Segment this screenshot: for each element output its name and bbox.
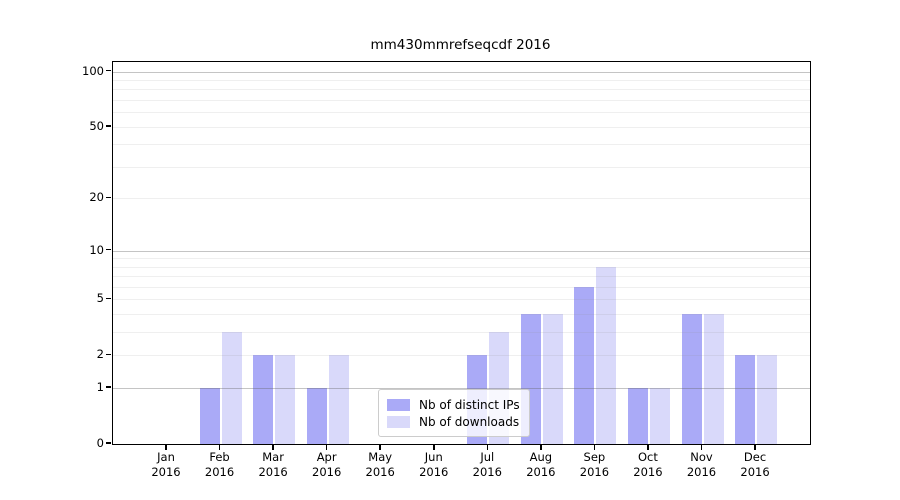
bar-downloads (275, 355, 296, 444)
x-tick-label-month: Aug (529, 450, 553, 464)
x-tick-mark (593, 444, 596, 450)
x-tick-label-year: 2016 (526, 464, 556, 479)
x-tick-label: Mar 2016 (243, 450, 303, 479)
bar-distinct-ips (306, 388, 327, 444)
y-tick-label: 20 (89, 190, 104, 205)
x-tick-label-month: Nov (690, 450, 713, 464)
x-tick-label: Apr 2016 (297, 450, 357, 479)
x-tick-label-year: 2016 (419, 464, 449, 479)
y-tick-mark (105, 196, 111, 199)
x-tick-mark (700, 444, 703, 450)
x-tick-mark (325, 444, 328, 450)
x-tick-mark (379, 444, 381, 450)
x-tick-label-year: 2016 (579, 464, 610, 479)
x-tick-label-year: 2016 (633, 464, 663, 479)
y-tick-label: 0 (96, 436, 104, 450)
y-tick-label: 50 (89, 118, 104, 133)
plot-area: Nb of distinct IPs Nb of downloads (112, 61, 811, 445)
y-tick-label: 10 (89, 242, 104, 257)
legend-swatch-distinct-ips (387, 398, 410, 411)
legend-item-downloads: Nb of downloads (387, 413, 520, 430)
y-tick-mark (105, 442, 111, 444)
bar-distinct-ips (199, 388, 220, 444)
y-tick-mark (105, 297, 111, 300)
y-tick-label: 1 (96, 380, 104, 395)
bar-distinct-ips (574, 286, 595, 444)
y-tick-label: 100 (82, 63, 104, 78)
x-tick-mark (272, 444, 274, 450)
bar-downloads (542, 314, 563, 444)
legend-swatch-downloads (387, 415, 410, 428)
x-tick-label: Dec 2016 (725, 450, 785, 479)
x-tick-label: Sep 2016 (564, 450, 624, 479)
y-tick-label: 5 (96, 291, 104, 306)
x-tick-label: Nov 2016 (672, 450, 732, 479)
bars-layer (113, 62, 810, 444)
bar-downloads (221, 332, 242, 444)
bar-distinct-ips (253, 355, 274, 444)
x-tick-label-year: 2016 (258, 464, 288, 479)
x-tick-label-month: Dec (743, 450, 767, 464)
bar-distinct-ips (681, 314, 702, 444)
legend-item-distinct-ips: Nb of distinct IPs (387, 396, 520, 413)
x-tick-label-year: 2016 (472, 464, 502, 479)
x-tick-label-month: Jul (480, 450, 495, 464)
x-tick-label: Aug 2016 (511, 450, 571, 479)
bar-distinct-ips (627, 388, 648, 444)
x-tick-label-year: 2016 (365, 464, 395, 479)
y-tick-mark (105, 248, 111, 251)
x-tick-label-year: 2016 (204, 464, 235, 479)
x-tick-label-month: Sep (583, 450, 606, 464)
legend-label-distinct-ips: Nb of distinct IPs (419, 397, 520, 412)
x-tick-mark (486, 444, 489, 450)
x-tick-label: May 2016 (350, 450, 410, 479)
bar-downloads (649, 388, 670, 444)
x-tick-label-month: Jun (424, 450, 443, 464)
x-tick-label-year: 2016 (151, 464, 181, 479)
x-tick-label-month: Oct (637, 450, 658, 464)
x-tick-label-month: May (368, 450, 393, 464)
bar-downloads (703, 314, 724, 444)
y-tick-mark (105, 124, 111, 127)
y-tick-mark (105, 386, 111, 388)
x-tick-label-month: Jan (157, 450, 175, 464)
x-tick-label-year: 2016 (312, 464, 342, 479)
x-tick-mark (540, 444, 542, 450)
bar-downloads (328, 355, 349, 444)
y-tick-label: 2 (96, 347, 104, 362)
x-tick-mark (647, 444, 649, 450)
x-tick-label-year: 2016 (740, 464, 770, 479)
x-tick-label-year: 2016 (686, 464, 717, 479)
x-tick-label-month: Feb (209, 450, 230, 464)
x-tick-label: Jul 2016 (457, 450, 517, 479)
x-tick-mark (218, 444, 221, 450)
legend: Nb of distinct IPs Nb of downloads (378, 389, 530, 437)
x-tick-mark (754, 444, 756, 450)
x-tick-label: Jan 2016 (136, 450, 196, 479)
x-tick-label: Jun 2016 (404, 450, 464, 479)
x-tick-label-month: Apr (316, 450, 337, 464)
bar-distinct-ips (735, 355, 756, 444)
x-tick-label: Oct 2016 (618, 450, 678, 479)
y-tick-mark (105, 69, 111, 72)
x-tick-label-month: Mar (262, 450, 284, 464)
x-tick-mark (432, 444, 435, 450)
chart-title: mm430mmrefseqcdf 2016 (370, 37, 551, 53)
y-tick-mark (105, 353, 111, 356)
bar-downloads (757, 355, 778, 444)
x-tick-mark (165, 444, 167, 450)
bar-downloads (596, 266, 617, 444)
legend-label-downloads: Nb of downloads (419, 414, 520, 429)
x-tick-label: Feb 2016 (190, 450, 250, 479)
